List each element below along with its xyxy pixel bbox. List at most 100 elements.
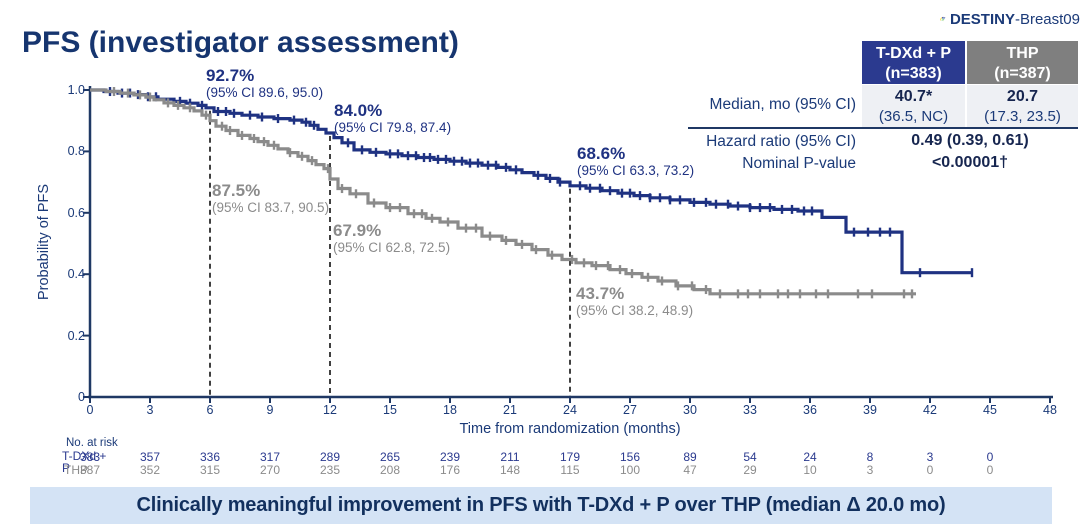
landmark-pct: 68.6%	[577, 144, 626, 163]
trial-logo-bold: DESTINY	[949, 10, 1015, 28]
landmark-pct: 67.9%	[333, 221, 382, 240]
x-tick-label: 36	[803, 403, 817, 417]
landmark-ci: (95% CI 63.3, 73.2)	[577, 163, 695, 178]
y-tick-label: 0.2	[67, 328, 85, 343]
at-risk-row-label-thp: THP	[64, 463, 88, 477]
trial-logo: DESTINY-Breast09	[940, 4, 1080, 34]
at-risk-value: 383	[79, 450, 101, 464]
x-tick-label: 24	[563, 403, 577, 417]
x-tick-label: 21	[503, 403, 517, 417]
at-risk-value: 239	[439, 450, 461, 464]
pvalue-value: <0.00001†	[931, 154, 1009, 171]
median-value-thp: 20.7 (17.3, 23.5)	[967, 85, 1078, 127]
landmark-thp-6mo: 87.5% (95% CI 83.7, 90.5)	[212, 181, 329, 215]
at-risk-value: 115	[560, 463, 580, 477]
landmark-pct: 92.7%	[206, 66, 255, 85]
at-risk-value: 211	[500, 450, 520, 464]
y-axis-title: Probability of PFS	[36, 183, 52, 301]
at-risk-value: 352	[139, 463, 161, 477]
at-risk-value: 387	[79, 463, 101, 477]
at-risk-caption: No. at risk	[66, 437, 118, 449]
at-risk-value: 24	[803, 450, 817, 464]
at-risk-value: 148	[499, 463, 521, 477]
col-header-line1: THP	[1006, 45, 1039, 62]
destiny-fan-icon	[940, 16, 946, 22]
y-tick-label: 0	[78, 390, 85, 404]
hr-value: 0.49 (0.39, 0.61)	[911, 132, 1029, 149]
key-takeaway-text: Clinically meaningful improvement in PFS…	[136, 494, 946, 516]
at-risk-value: 47	[683, 463, 697, 477]
x-tick-label: 6	[206, 403, 214, 417]
at-risk-value: 289	[319, 450, 341, 464]
at-risk-value: 336	[199, 450, 221, 464]
median-ci: (17.3, 23.5)	[984, 108, 1061, 125]
landmark-ci: (95% CI 62.8, 72.5)	[333, 240, 451, 255]
x-tick-label: 45	[983, 403, 997, 417]
landmark-ci: (95% CI 83.7, 90.5)	[212, 200, 330, 215]
col-header-line2: (n=387)	[994, 65, 1051, 82]
at-risk-value: 0	[986, 463, 994, 477]
trial-logo-text: DESTINY-Breast09	[950, 11, 1080, 28]
at-risk-value: 54	[743, 450, 757, 464]
at-risk-value: 8	[866, 450, 874, 464]
col-header-line1: T-DXd + P	[875, 45, 952, 62]
x-tick-label: 42	[923, 403, 937, 417]
landmark-pct: 84.0%	[334, 101, 383, 120]
at-risk-value: 208	[379, 463, 401, 477]
x-axis-title: Time from randomization (months)	[459, 421, 681, 437]
median-value: 20.7	[1006, 88, 1039, 105]
landmark-pct: 87.5%	[212, 181, 261, 200]
y-tick-label: 1.0	[67, 83, 85, 97]
landmark-tdxd-12mo: 84.0% (95% CI 79.8, 87.4)	[334, 101, 451, 135]
stats-col-header-thp: THP (n=387)	[967, 41, 1078, 84]
at-risk-value: 315	[199, 463, 221, 477]
hr-row-label: Hazard ratio (95% CI)	[706, 133, 856, 150]
median-row-label: Median, mo (95% CI)	[709, 96, 856, 113]
at-risk-value: 357	[139, 450, 161, 464]
at-risk-value: 10	[803, 463, 817, 477]
y-tick-label: 0.4	[67, 267, 85, 282]
landmark-ci: (95% CI 38.2, 48.9)	[576, 303, 694, 318]
at-risk-value: 176	[439, 463, 461, 477]
at-risk-value: 270	[259, 463, 281, 477]
key-takeaway-banner: Clinically meaningful improvement in PFS…	[30, 487, 1052, 524]
at-risk-row-label-tdxd: T-DXd + P	[62, 449, 107, 475]
x-tick-label: 15	[383, 403, 397, 417]
landmark-ci: (95% CI 89.6, 95.0)	[206, 85, 324, 100]
x-tick-label: 9	[266, 403, 274, 417]
at-risk-value: 29	[743, 463, 757, 477]
landmark-thp-12mo: 67.9% (95% CI 62.8, 72.5)	[333, 221, 450, 255]
at-risk-value: 0	[986, 450, 994, 464]
stats-col-header-tdxd: T-DXd + P (n=383)	[862, 41, 965, 84]
at-risk-value: 156	[619, 450, 641, 464]
y-tick-label: 0.6	[67, 205, 85, 220]
x-tick-label: 0	[86, 403, 94, 417]
pvalue-row-label: Nominal P-value	[742, 155, 856, 172]
trial-logo-rest: -Breast09	[1014, 10, 1080, 28]
median-value: 40.7*	[894, 88, 933, 105]
landmark-tdxd-6mo: 92.7% (95% CI 89.6, 95.0)	[206, 66, 323, 100]
x-tick-label: 33	[743, 403, 757, 417]
x-tick-label: 18	[443, 403, 457, 417]
x-tick-label: 39	[863, 403, 877, 417]
col-header-line2: (n=383)	[885, 65, 942, 82]
landmark-pct: 43.7%	[576, 284, 625, 303]
at-risk-value: 0	[926, 463, 934, 477]
median-value-tdxd: 40.7* (36.5, NC)	[862, 85, 965, 127]
x-tick-label: 3	[146, 403, 154, 417]
x-tick-label: 12	[323, 403, 337, 417]
at-risk-value: 179	[559, 450, 581, 464]
at-risk-value: 265	[379, 450, 401, 464]
page-title: PFS (investigator assessment)	[22, 26, 459, 59]
y-tick-label: 0.8	[67, 144, 85, 159]
landmark-tdxd-24mo: 68.6% (95% CI 63.3, 73.2)	[577, 144, 694, 178]
landmark-thp-24mo: 43.7% (95% CI 38.2, 48.9)	[576, 284, 693, 318]
median-ci: (36.5, NC)	[878, 108, 949, 125]
x-tick-label: 48	[1043, 403, 1057, 417]
x-tick-label: 27	[623, 403, 637, 417]
at-risk-value: 3	[926, 450, 934, 464]
at-risk-value: 89	[683, 450, 697, 464]
stats-table-divider	[688, 127, 1078, 129]
